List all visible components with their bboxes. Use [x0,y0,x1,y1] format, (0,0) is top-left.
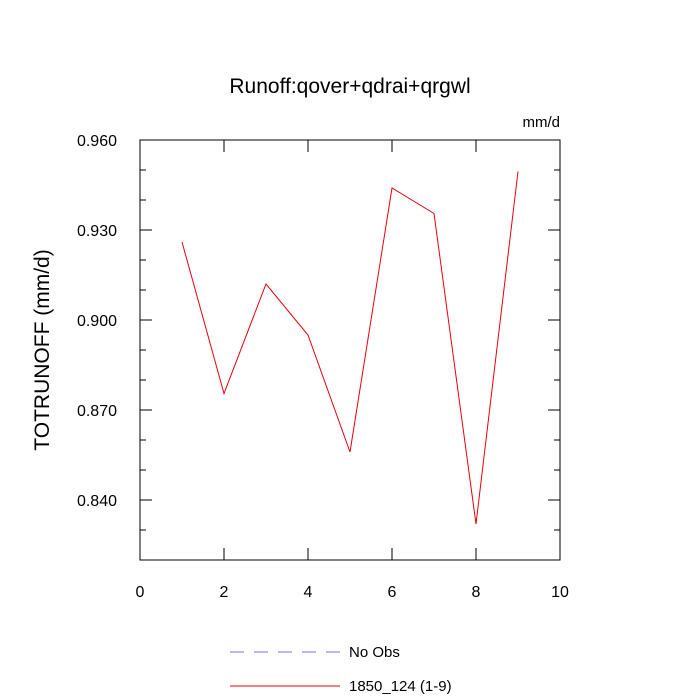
y-tick-label: 0.900 [77,313,117,330]
x-tick-label: 10 [551,584,569,601]
series-layer [181,171,519,525]
y-axis-label: TOTRUNOFF (mm/d) [31,249,54,450]
chart-title: Runoff:qover+qdrai+qrgwl [229,75,470,98]
legend: No Obs 1850_124 (1-9) [230,644,452,695]
y-tick-label: 0.840 [77,493,117,510]
units-label: mm/d [523,114,561,131]
y-tick-label: 0.960 [77,133,117,150]
y-tick-label: 0.870 [77,403,117,420]
x-tick-label: 4 [304,584,313,601]
x-tick-label: 6 [388,584,397,601]
y-tick-label: 0.930 [77,223,117,240]
series-line [181,171,519,525]
legend-label: 1850_124 (1-9) [349,678,452,695]
x-tick-label: 2 [220,584,229,601]
tick-labels: 0 2 4 6 8 10 0.840 0.870 0.900 0.930 0.960 [77,133,569,601]
legend-label: No Obs [349,644,400,661]
x-tick-label: 8 [472,584,481,601]
x-tick-label: 0 [136,584,145,601]
tick-marks [139,139,561,560]
